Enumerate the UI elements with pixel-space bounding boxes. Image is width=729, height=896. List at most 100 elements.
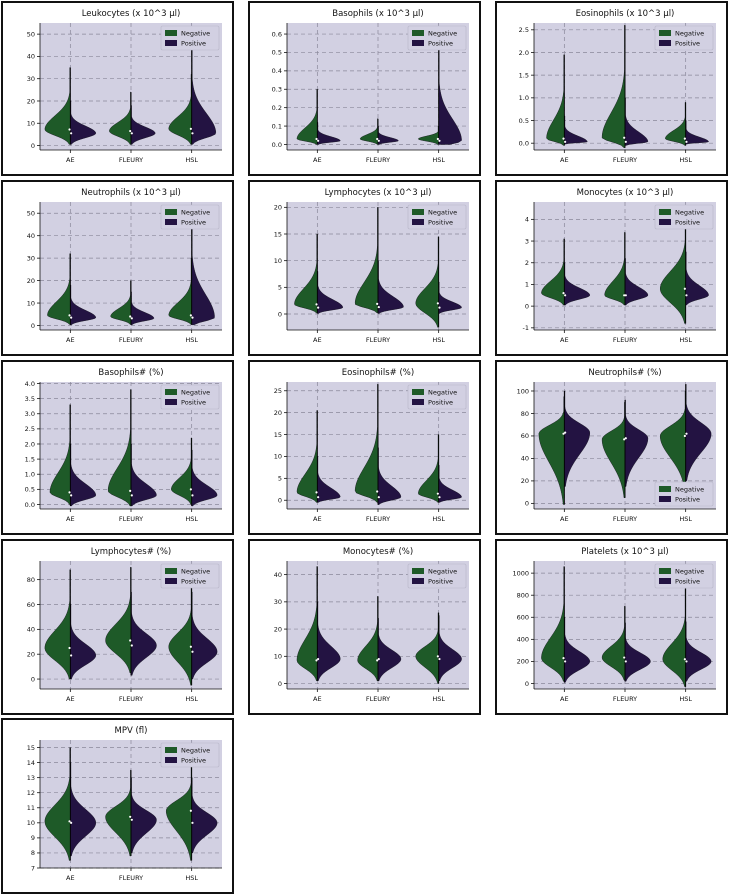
median-marker: [191, 650, 194, 653]
x-tick-label: AE: [66, 336, 75, 344]
median-marker: [436, 655, 439, 658]
x-tick-label: FLEURY: [366, 336, 390, 344]
median-marker: [564, 140, 567, 143]
violin-half-positive-fleury: [130, 291, 155, 326]
x-tick-label: AE: [66, 874, 75, 882]
legend-label: Negative: [181, 30, 210, 38]
y-tick-label: 2.0: [519, 49, 529, 57]
violin-half-positive-ae: [564, 390, 591, 487]
y-tick-label: 9: [31, 834, 35, 842]
legend-swatch: [659, 40, 671, 46]
violin-chart-monocytes: Monocytes# (%) 0 10 20 30 40 AE FLEURY HSL Negati…: [248, 539, 481, 715]
y-tick-label: 40: [27, 626, 35, 634]
violin-half-negative-ae: [49, 404, 71, 505]
x-tick-label: AE: [66, 515, 75, 523]
violin-half-negative-hsl: [165, 765, 192, 861]
legend-swatch: [165, 389, 177, 395]
violin-half-positive-ae: [564, 115, 588, 145]
y-tick-label: 40: [27, 53, 35, 61]
legend-label: Positive: [181, 757, 206, 765]
violin-half-negative-fleury: [354, 383, 379, 503]
chart-title: Neutrophils (x 10^3 µl): [81, 188, 181, 198]
violin-half-negative-fleury: [357, 596, 379, 682]
violin-half-positive-ae: [317, 456, 341, 503]
violin-half-negative-hsl: [415, 612, 439, 684]
violin-half-positive-hsl: [191, 777, 218, 854]
violin-half-positive-fleury: [624, 399, 649, 487]
y-tick-label: 1.0: [25, 471, 35, 479]
x-tick-label: FLEURY: [119, 515, 143, 523]
violin-half-negative-fleury: [110, 280, 132, 325]
legend: Negative Positive: [160, 742, 220, 768]
legend-label: Negative: [675, 30, 704, 38]
violin-half-positive-fleury: [624, 258, 649, 306]
y-tick-label: 20: [27, 651, 35, 659]
median-marker: [129, 639, 132, 642]
median-marker: [562, 292, 565, 295]
x-tick-label: HSL: [185, 695, 198, 703]
x-tick-label: FLEURY: [119, 156, 143, 164]
y-tick-label: 10: [274, 653, 282, 661]
median-marker: [623, 294, 626, 297]
legend-swatch: [412, 578, 424, 584]
y-tick-label: 20: [27, 277, 35, 285]
violin-chart-lymphocytes: Lymphocytes# (%) 0 20 40 60 80 AE FLEURY HSL Nega…: [1, 539, 234, 715]
violin-half-positive-fleury: [624, 97, 649, 146]
y-tick-label: 7: [31, 864, 35, 872]
x-tick-label: HSL: [679, 695, 692, 703]
legend-label: Positive: [675, 40, 700, 48]
y-tick-label: 3.5: [25, 395, 35, 403]
violin-half-positive-hsl: [191, 591, 218, 680]
y-tick-label: 11: [27, 804, 35, 812]
legend-swatch: [659, 219, 671, 225]
chart-title: Eosinophils# (%): [342, 368, 414, 378]
x-tick-label: FLEURY: [613, 336, 637, 344]
median-marker: [683, 137, 686, 140]
median-marker: [623, 438, 626, 441]
chart-title: Eosinophils (x 10^3 µl): [576, 9, 675, 19]
violin-half-positive-hsl: [438, 281, 462, 314]
median-marker: [189, 809, 192, 812]
legend: Negative Positive: [160, 25, 220, 51]
chart-title: Leukocytes (x 10^3 µl): [82, 9, 181, 19]
median-marker: [685, 432, 688, 435]
x-tick-label: HSL: [679, 156, 692, 164]
legend-swatch: [412, 40, 424, 46]
median-marker: [129, 815, 132, 818]
median-marker: [685, 294, 688, 297]
violin-half-negative-hsl: [415, 236, 439, 328]
violin-half-negative-fleury: [601, 25, 626, 148]
violin-half-negative-hsl: [171, 437, 192, 505]
legend-swatch: [412, 30, 424, 36]
violin-half-positive-ae: [564, 617, 591, 683]
violin-half-negative-fleury: [107, 389, 132, 507]
violin-chart-neutrophils-x-10-3-l: Neutrophils (x 10^3 µl) 0 10 20 30 40 50 AE FLEU…: [1, 180, 234, 356]
violin-half-negative-ae: [541, 566, 565, 682]
legend: Negative Positive: [160, 204, 220, 230]
violin-half-positive-hsl: [438, 615, 462, 682]
median-marker: [68, 820, 71, 823]
legend-label: Positive: [428, 40, 453, 48]
median-marker: [376, 302, 379, 305]
x-tick-label: FLEURY: [119, 695, 143, 703]
violin-half-positive-fleury: [624, 622, 651, 682]
median-marker: [189, 488, 192, 491]
median-marker: [70, 132, 73, 135]
median-marker: [70, 316, 73, 319]
median-marker: [191, 132, 194, 135]
violin-half-negative-hsl: [659, 390, 686, 491]
violin-half-negative-fleury: [359, 118, 379, 145]
legend-swatch: [659, 578, 671, 584]
violin-half-negative-ae: [44, 747, 71, 861]
chart-title: Lymphocytes# (%): [91, 547, 171, 557]
y-tick-label: 10: [274, 453, 282, 461]
violin-half-negative-ae: [296, 410, 318, 503]
y-tick-label: 100: [517, 387, 529, 395]
violin-half-positive-hsl: [685, 120, 709, 145]
median-marker: [438, 306, 441, 309]
median-marker: [315, 491, 318, 494]
legend: Negative Positive: [407, 25, 467, 51]
y-tick-label: 40: [521, 455, 529, 463]
y-tick-label: 0: [278, 680, 282, 688]
median-marker: [377, 305, 380, 309]
